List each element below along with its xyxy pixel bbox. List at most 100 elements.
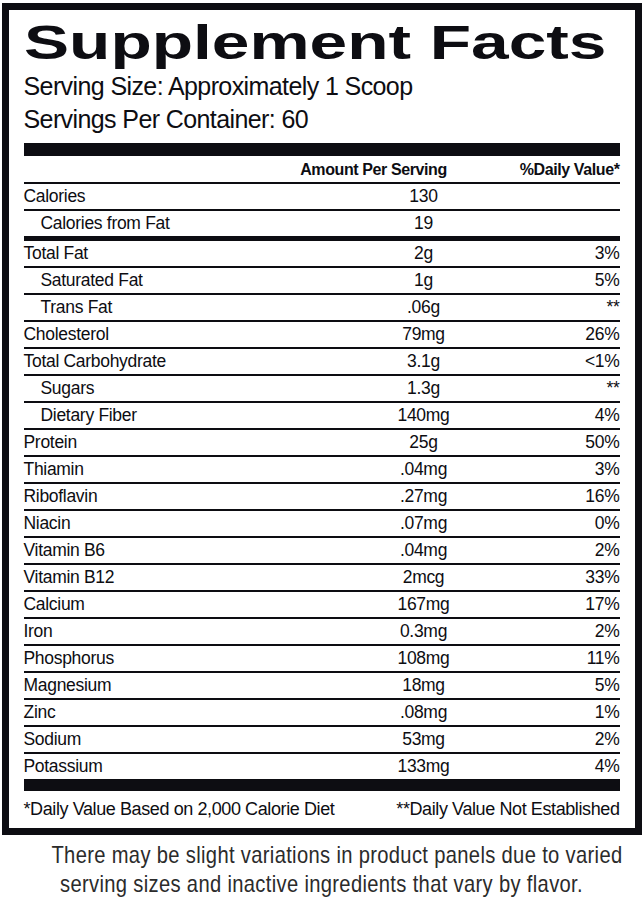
nutrient-amount: .04mg (324, 459, 524, 480)
nutrient-name: Sodium (24, 729, 324, 750)
nutrient-name: Total Carbohydrate (24, 351, 324, 372)
nutrient-name: Iron (24, 621, 324, 642)
nutrient-name: Trans Fat (24, 297, 324, 318)
nutrient-amount: 133mg (324, 756, 524, 777)
nutrient-amount: 130 (324, 186, 524, 207)
nutrient-daily-value: 5% (524, 270, 620, 291)
nutrient-daily-value: 3% (524, 243, 620, 264)
footnote-daily-value-basis: *Daily Value Based on 2,000 Calorie Diet (24, 799, 335, 820)
nutrient-amount: .06g (324, 297, 524, 318)
nutrient-amount: 167mg (324, 594, 524, 615)
nutrient-name: Saturated Fat (24, 270, 324, 291)
nutrient-daily-value: 3% (524, 459, 620, 480)
nutrient-table: Calories 130 Calories from Fat 19 Total … (24, 184, 620, 779)
nutrient-row: Calcium 167mg 17% (24, 592, 620, 619)
nutrient-name: Protein (24, 432, 324, 453)
nutrient-daily-value: <1% (524, 351, 620, 372)
nutrient-name: Cholesterol (24, 324, 324, 345)
nutrient-row: Total Fat 2g 3% (24, 241, 620, 268)
nutrient-row: Vitamin B12 2mcg 33% (24, 565, 620, 592)
nutrient-name: Sugars (24, 378, 324, 399)
nutrient-row: Vitamin B6 .04mg 2% (24, 538, 620, 565)
nutrient-row: Sugars 1.3g ** (24, 376, 620, 403)
nutrient-name: Riboflavin (24, 486, 324, 507)
nutrient-name: Zinc (24, 702, 324, 723)
disclaimer-line-2: serving sizes and inactive ingredients t… (51, 869, 591, 898)
nutrient-name: Total Fat (24, 243, 324, 264)
page: { "title": "Supplement Facts", "serving"… (0, 0, 643, 902)
nutrient-row: Zinc .08mg 1% (24, 700, 620, 727)
disclaimer-line-1: There may be slight variations in produc… (51, 840, 591, 869)
nutrient-row: Trans Fat .06g ** (24, 295, 620, 322)
footnotes-row: *Daily Value Based on 2,000 Calorie Diet… (24, 799, 620, 820)
nutrient-amount: 18mg (324, 675, 524, 696)
nutrient-row: Protein 25g 50% (24, 430, 620, 457)
nutrient-amount: .07mg (324, 513, 524, 534)
nutrient-daily-value: 5% (524, 675, 620, 696)
variation-disclaimer: There may be slight variations in produc… (51, 840, 591, 898)
nutrient-row: Riboflavin .27mg 16% (24, 484, 620, 511)
nutrient-row: Iron 0.3mg 2% (24, 619, 620, 646)
nutrient-daily-value: 11% (524, 648, 620, 669)
nutrient-name: Calcium (24, 594, 324, 615)
nutrient-amount: .08mg (324, 702, 524, 723)
nutrient-daily-value: 2% (524, 729, 620, 750)
nutrient-name: Potassium (24, 756, 324, 777)
serving-size-line: Serving Size: Approximately 1 Scoop (24, 70, 620, 103)
nutrient-name: Calories (24, 186, 324, 207)
nutrient-row: Cholesterol 79mg 26% (24, 322, 620, 349)
nutrient-row: Total Carbohydrate 3.1g <1% (24, 349, 620, 376)
nutrient-amount: 0.3mg (324, 621, 524, 642)
nutrient-daily-value: 17% (524, 594, 620, 615)
nutrient-daily-value: 33% (524, 567, 620, 588)
nutrient-row: Dietary Fiber 140mg 4% (24, 403, 620, 430)
nutrient-name: Dietary Fiber (24, 405, 324, 426)
nutrient-amount: 19 (324, 213, 524, 234)
nutrient-row: Magnesium 18mg 5% (24, 673, 620, 700)
nutrient-amount: 53mg (324, 729, 524, 750)
nutrient-daily-value: 0% (524, 513, 620, 534)
nutrient-name: Phosphorus (24, 648, 324, 669)
nutrient-daily-value: 4% (524, 405, 620, 426)
supplement-facts-label: Supplement Facts Serving Size: Approxima… (2, 3, 642, 835)
nutrient-amount: 140mg (324, 405, 524, 426)
nutrient-daily-value: 2% (524, 621, 620, 642)
nutrient-row: Calories from Fat 19 (24, 211, 620, 241)
nutrient-daily-value: 50% (524, 432, 620, 453)
nutrient-row: Phosphorus 108mg 11% (24, 646, 620, 673)
nutrient-row: Potassium 133mg 4% (24, 754, 620, 779)
servings-per-container-line: Servings Per Container: 60 (24, 103, 620, 136)
nutrient-amount: 1g (324, 270, 524, 291)
nutrient-daily-value: ** (524, 297, 620, 318)
top-divider-bar (24, 143, 620, 156)
footnote-not-established: **Daily Value Not Established (396, 799, 619, 820)
nutrient-name: Niacin (24, 513, 324, 534)
nutrient-amount: 108mg (324, 648, 524, 669)
nutrient-daily-value: 1% (524, 702, 620, 723)
label-title: Supplement Facts (24, 14, 643, 70)
nutrient-daily-value: 4% (524, 756, 620, 777)
nutrient-amount: 79mg (324, 324, 524, 345)
nutrient-name: Vitamin B12 (24, 567, 324, 588)
nutrient-name: Vitamin B6 (24, 540, 324, 561)
nutrient-amount: 2g (324, 243, 524, 264)
nutrient-amount: 3.1g (324, 351, 524, 372)
nutrient-amount: .27mg (324, 486, 524, 507)
nutrient-name: Magnesium (24, 675, 324, 696)
nutrient-row: Calories 130 (24, 184, 620, 211)
table-header-row: Amount Per Serving %Daily Value* (24, 160, 620, 184)
daily-value-header: %Daily Value* (520, 161, 620, 179)
nutrient-amount: .04mg (324, 540, 524, 561)
nutrient-name: Thiamin (24, 459, 324, 480)
nutrient-daily-value: 26% (524, 324, 620, 345)
nutrient-name: Calories from Fat (24, 213, 324, 234)
nutrient-row: Thiamin .04mg 3% (24, 457, 620, 484)
nutrient-daily-value: 16% (524, 486, 620, 507)
nutrient-daily-value: 2% (524, 540, 620, 561)
bottom-divider-bar (24, 779, 620, 791)
nutrient-amount: 25g (324, 432, 524, 453)
nutrient-row: Sodium 53mg 2% (24, 727, 620, 754)
nutrient-amount: 1.3g (324, 378, 524, 399)
nutrient-amount: 2mcg (324, 567, 524, 588)
nutrient-row: Niacin .07mg 0% (24, 511, 620, 538)
